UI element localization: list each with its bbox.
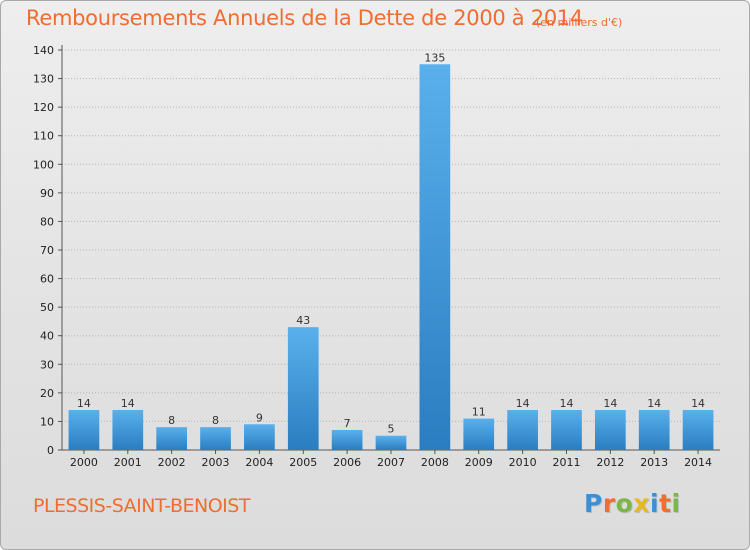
bar-2012 [594,410,626,450]
value-label-2005: 43 [296,314,310,327]
x-tick-label-2009: 2009 [465,456,493,469]
x-tick-label-2013: 2013 [640,456,668,469]
x-tick-label-2008: 2008 [421,456,449,469]
y-tick-label: 20 [40,387,54,400]
value-label-2010: 14 [516,397,530,410]
value-label-2002: 8 [168,414,175,427]
value-label-2003: 8 [212,414,219,427]
y-tick-label: 40 [40,330,54,343]
x-tick-label-2004: 2004 [245,456,273,469]
value-label-2009: 11 [472,406,486,419]
bar-2009 [463,418,495,450]
x-tick-label-2010: 2010 [509,456,537,469]
bar-2011 [551,410,582,450]
bar-2000 [68,410,100,450]
bar-2010 [507,410,538,450]
bar-2002 [156,427,188,450]
x-tick-label-2005: 2005 [289,456,317,469]
x-tick-label-2014: 2014 [684,456,712,469]
bar-2004 [244,424,275,450]
y-tick-label: 140 [33,44,54,57]
y-tick-label: 80 [40,215,54,228]
y-tick-label: 100 [33,158,54,171]
x-tick-label-2003: 2003 [202,456,230,469]
commune-name: PLESSIS-SAINT-BENOIST [33,495,250,517]
y-tick-label: 90 [40,187,54,200]
bar-2014 [682,410,714,450]
value-label-2001: 14 [121,397,135,410]
y-tick-label: 130 [33,73,54,86]
bar-2008 [419,64,451,451]
value-label-2007: 5 [388,423,395,436]
x-tick-label-2006: 2006 [333,456,361,469]
bar-2005 [287,327,319,450]
x-tick-label-2001: 2001 [114,456,142,469]
logo-letter: x [633,489,650,518]
logo-letter: i [671,489,681,518]
logo-letter: P [584,489,603,518]
y-tick-label: 110 [33,130,54,143]
unit-note: (en milliers d'€) [536,16,623,29]
value-label-2008: 135 [424,51,445,64]
logo-letter: i [650,489,660,518]
grid-lines [62,49,720,451]
y-tick-label: 10 [40,415,54,428]
y-tick-label: 30 [40,358,54,371]
y-tick-label: 70 [40,244,54,257]
y-tick-label: 0 [47,444,54,457]
value-label-2006: 7 [344,417,351,430]
x-tick-label-2011: 2011 [552,456,580,469]
x-tick-label-2000: 2000 [70,456,98,469]
logo-letter: t [659,489,672,518]
value-label-2012: 14 [603,397,617,410]
y-tick-label: 50 [40,301,54,314]
bar-2003 [200,427,231,450]
value-label-2004: 9 [256,411,263,424]
proxiti-logo: Proxiti [584,489,681,518]
labels: 14 2000 14 2001 8 2002 8 2003 9 2004 43 2005 7 2006 5 2… [70,51,712,469]
x-tick-label-2007: 2007 [377,456,405,469]
axes: 0 10 20 30 40 50 60 70 80 90 100 110 120 130 140 [33,44,720,457]
chart-title: Remboursements Annuels de la Dette de 20… [26,6,583,30]
value-label-2011: 14 [559,397,573,410]
logo-letter: r [602,489,616,518]
value-label-2014: 14 [691,397,705,410]
value-label-2000: 14 [77,397,91,410]
logo-letter: o [615,489,634,518]
bar-2013 [638,410,670,450]
bars [68,64,714,451]
value-label-2013: 14 [647,397,661,410]
y-tick-label: 60 [40,273,54,286]
bar-2006 [331,430,363,450]
y-tick-label: 120 [33,101,54,114]
x-tick-label-2012: 2012 [596,456,624,469]
bar-2001 [112,410,144,450]
bar-2007 [375,435,407,450]
x-tick-label-2002: 2002 [158,456,186,469]
